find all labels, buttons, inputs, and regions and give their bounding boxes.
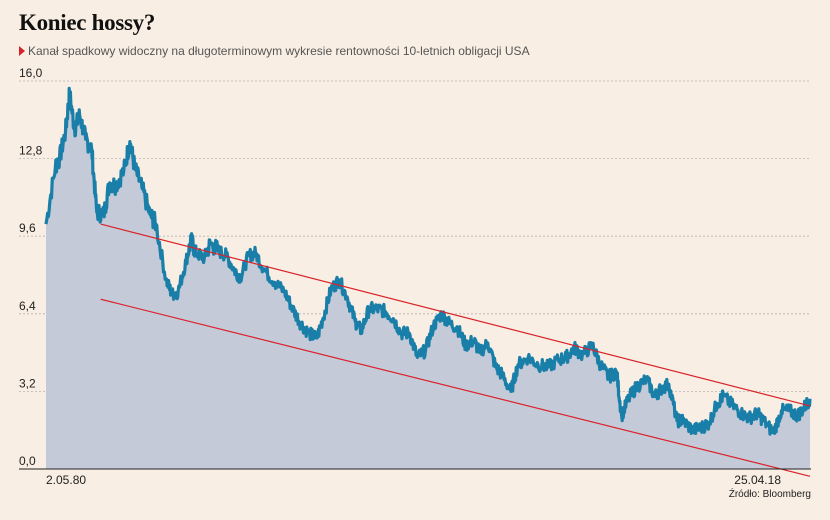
x-tick-label: 25.04.18: [734, 473, 781, 487]
y-tick-label: 9,6: [19, 221, 36, 235]
source-note: Źródło: Bloomberg: [729, 487, 811, 500]
x-tick-labels: 2.05.80 25.04.18: [46, 473, 781, 487]
y-tick-label: 6,4: [19, 299, 36, 313]
chart-title: Koniec hossy?: [19, 10, 156, 35]
chart-subtitle: Kanał spadkowy widoczny na długoterminow…: [19, 44, 530, 58]
series-line: [44, 86, 812, 436]
subtitle-text: Kanał spadkowy widoczny na długoterminow…: [28, 44, 530, 58]
y-tick-labels: 16,0 12,8 9,6 6,4 3,2 0,0: [19, 66, 43, 468]
x-tick-label: 2.05.80: [46, 473, 86, 487]
y-tick-label: 16,0: [19, 66, 43, 80]
y-tick-label: 12,8: [19, 144, 43, 158]
channel-line: [100, 298, 811, 477]
channel-line: [100, 223, 811, 407]
y-tick-label: 0,0: [19, 454, 36, 468]
triangle-marker-icon: [19, 46, 25, 56]
y-tick-label: 3,2: [19, 376, 36, 390]
channel-lines: [100, 223, 811, 477]
area-fill: [46, 88, 810, 470]
